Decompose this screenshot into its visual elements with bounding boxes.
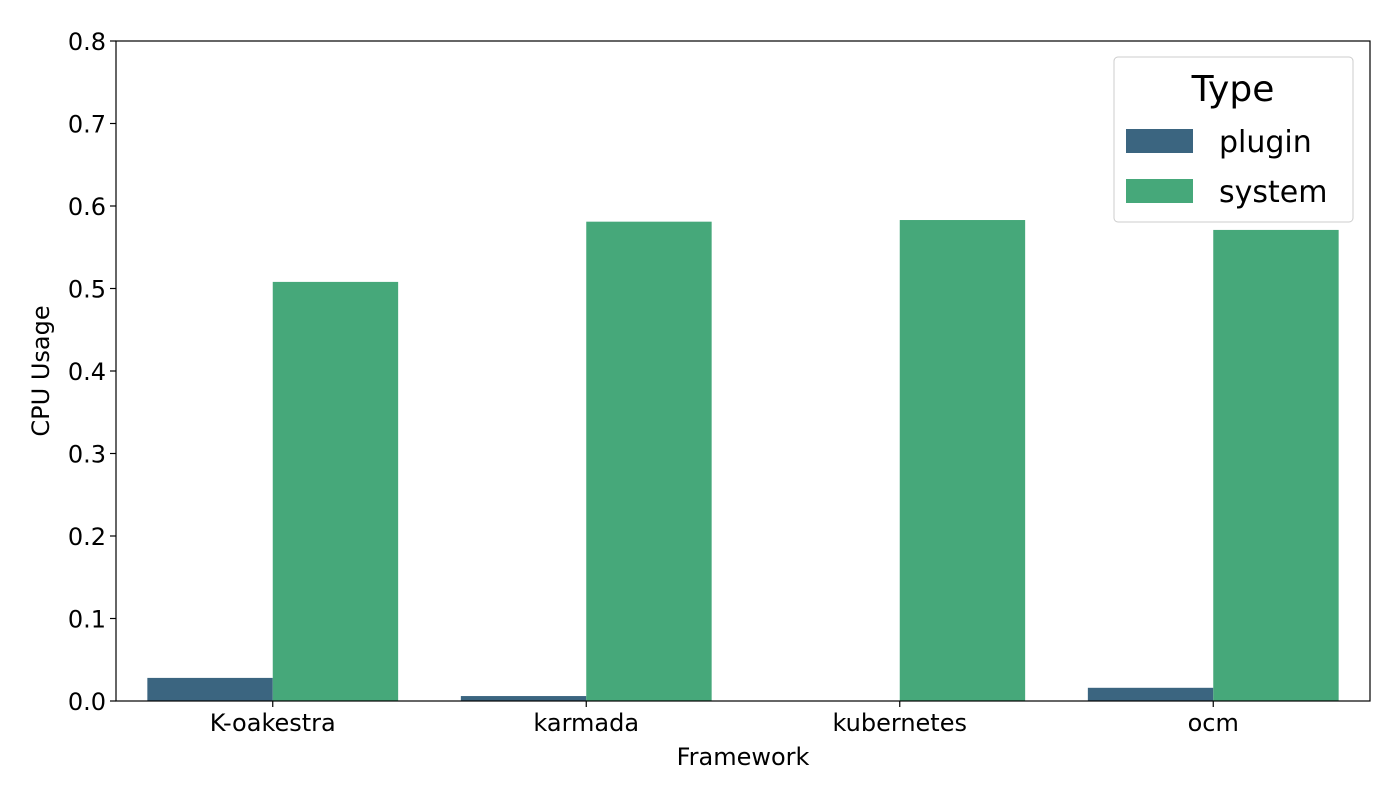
y-tick-label: 0.8: [68, 28, 106, 56]
y-axis: 0.0 0.1 0.2 0.3 0.4 0.5 0.6 0.7 0.8: [68, 28, 116, 716]
bar-system-kubernetes: [899, 220, 1026, 701]
legend-label-plugin: plugin: [1219, 125, 1312, 160]
bar-system-k-oakestra: [272, 281, 399, 701]
x-tick-label: K-oakestra: [210, 709, 336, 737]
y-axis-title: CPU Usage: [27, 305, 55, 436]
y-tick-label: 0.3: [68, 441, 106, 469]
legend-swatch-system: [1126, 179, 1193, 203]
y-tick-label: 0.5: [68, 276, 106, 304]
y-tick-label: 0.4: [68, 358, 106, 386]
bar-system-ocm: [1213, 229, 1339, 702]
legend: Type plugin system: [1113, 56, 1354, 223]
bars-group: [147, 220, 1339, 702]
bar-plugin-karmada: [460, 696, 587, 701]
bar-plugin-k-oakestra: [147, 677, 273, 701]
bar-plugin-ocm: [1087, 687, 1214, 701]
legend-swatch-plugin: [1126, 129, 1193, 153]
y-tick-label: 0.0: [68, 688, 106, 716]
y-tick-label: 0.6: [68, 193, 106, 221]
y-tick-label: 0.2: [68, 523, 106, 551]
x-tick-label: ocm: [1188, 709, 1239, 737]
x-tick-label: karmada: [533, 709, 639, 737]
x-tick-label: kubernetes: [833, 709, 967, 737]
y-tick-label: 0.1: [68, 606, 106, 634]
x-axis-title: Framework: [677, 743, 810, 771]
y-tick-label: 0.7: [68, 111, 106, 139]
legend-title: Type: [1191, 69, 1275, 110]
x-axis: K-oakestra karmada kubernetes ocm: [210, 701, 1239, 737]
bar-system-karmada: [586, 221, 712, 702]
legend-label-system: system: [1219, 175, 1327, 210]
